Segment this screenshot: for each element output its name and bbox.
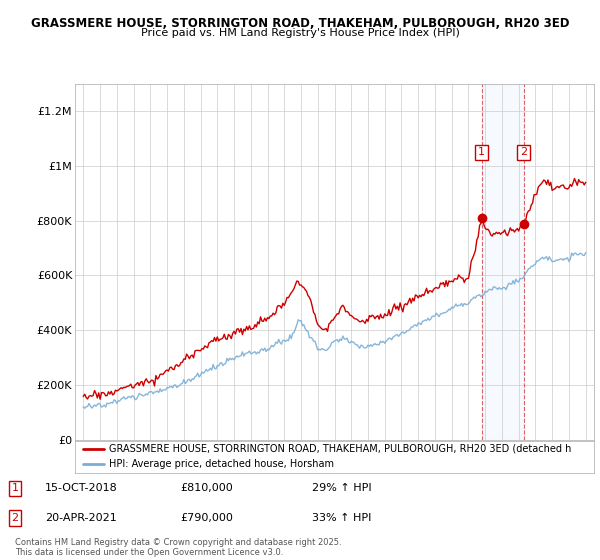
- Text: HPI: Average price, detached house, Horsham: HPI: Average price, detached house, Hors…: [109, 459, 334, 469]
- Text: Price paid vs. HM Land Registry's House Price Index (HPI): Price paid vs. HM Land Registry's House …: [140, 28, 460, 38]
- Text: 29% ↑ HPI: 29% ↑ HPI: [312, 483, 371, 493]
- Text: 1: 1: [478, 147, 485, 157]
- Text: 20-APR-2021: 20-APR-2021: [45, 513, 117, 523]
- Text: 2: 2: [11, 513, 19, 523]
- Text: £790,000: £790,000: [180, 513, 233, 523]
- Text: GRASSMERE HOUSE, STORRINGTON ROAD, THAKEHAM, PULBOROUGH, RH20 3ED (detached h: GRASSMERE HOUSE, STORRINGTON ROAD, THAKE…: [109, 444, 571, 454]
- Text: 15-OCT-2018: 15-OCT-2018: [45, 483, 118, 493]
- Text: 33% ↑ HPI: 33% ↑ HPI: [312, 513, 371, 523]
- Text: 1: 1: [11, 483, 19, 493]
- Text: GRASSMERE HOUSE, STORRINGTON ROAD, THAKEHAM, PULBOROUGH, RH20 3ED: GRASSMERE HOUSE, STORRINGTON ROAD, THAKE…: [31, 17, 569, 30]
- Bar: [482, 84, 524, 440]
- Text: 2: 2: [520, 147, 527, 157]
- Text: Contains HM Land Registry data © Crown copyright and database right 2025.
This d: Contains HM Land Registry data © Crown c…: [15, 538, 341, 557]
- Text: £810,000: £810,000: [180, 483, 233, 493]
